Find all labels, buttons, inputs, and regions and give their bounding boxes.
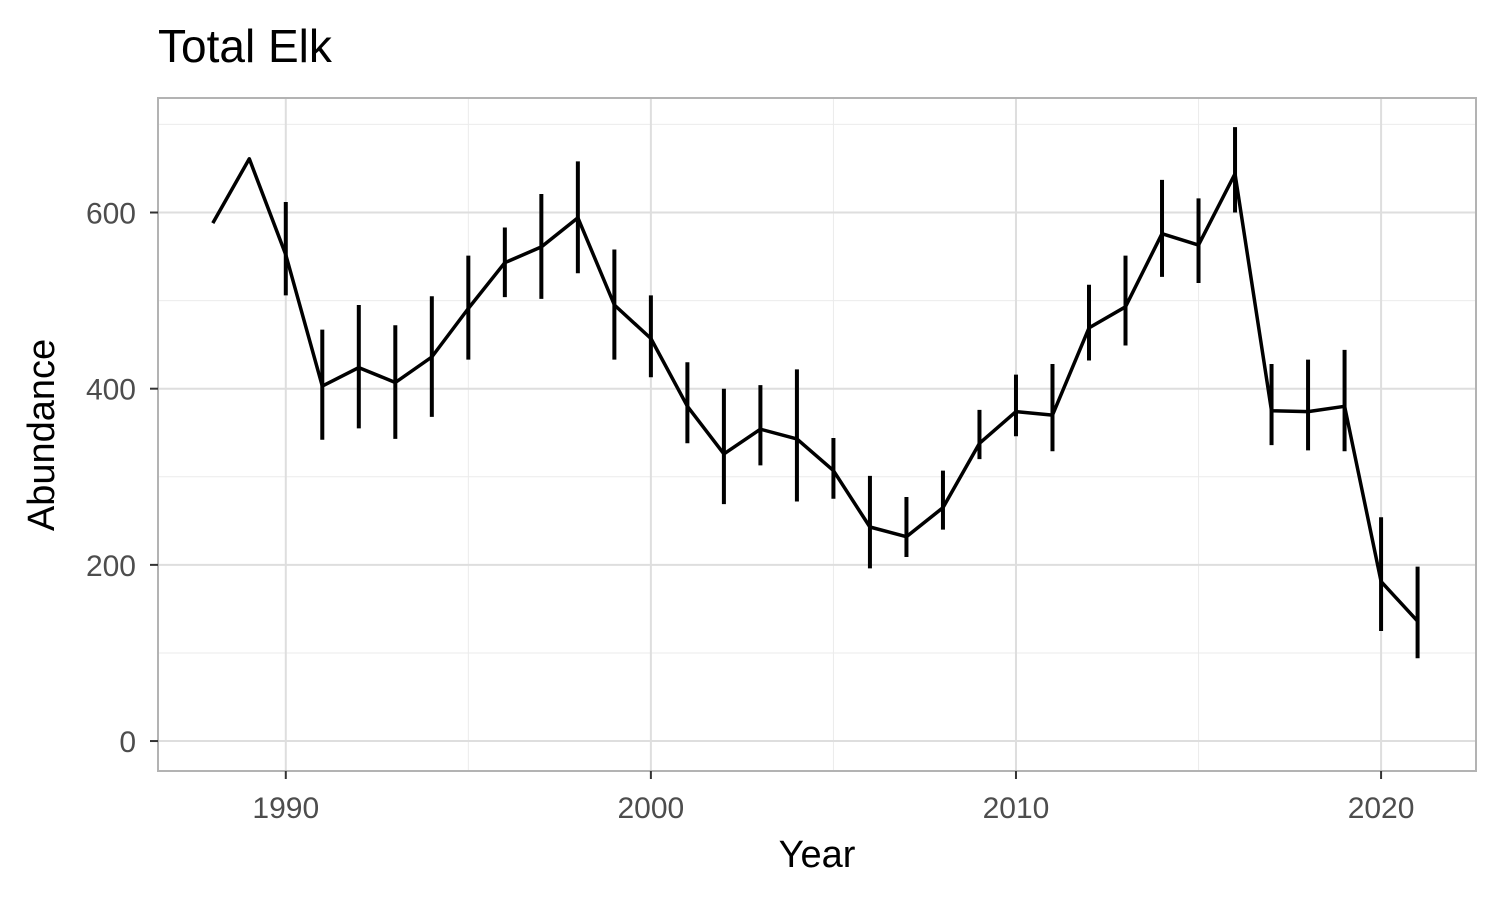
x-axis-label: Year	[779, 834, 856, 876]
y-axis-ticks: 0 200 400 600	[86, 198, 158, 759]
x-tick-label: 2020	[1348, 792, 1415, 825]
minor-gridlines	[158, 98, 1476, 771]
series-line-group	[211, 157, 1419, 623]
error-bars	[283, 127, 1420, 659]
x-tick-label: 1990	[252, 792, 319, 825]
plot-panel-border	[157, 97, 1477, 772]
x-tick-label: 2000	[618, 792, 685, 825]
chart-title: Total Elk	[158, 20, 333, 72]
abundance-line	[211, 157, 1419, 623]
y-tick-label: 600	[86, 198, 136, 231]
x-axis-ticks: 1990 2000 2010 2020	[252, 771, 1414, 825]
y-tick-label: 200	[86, 550, 136, 583]
y-tick-label: 0	[119, 726, 136, 759]
major-gridlines	[158, 98, 1476, 771]
x-tick-label: 2010	[983, 792, 1050, 825]
y-axis-label: Abundance	[21, 339, 63, 531]
y-tick-label: 400	[86, 374, 136, 407]
